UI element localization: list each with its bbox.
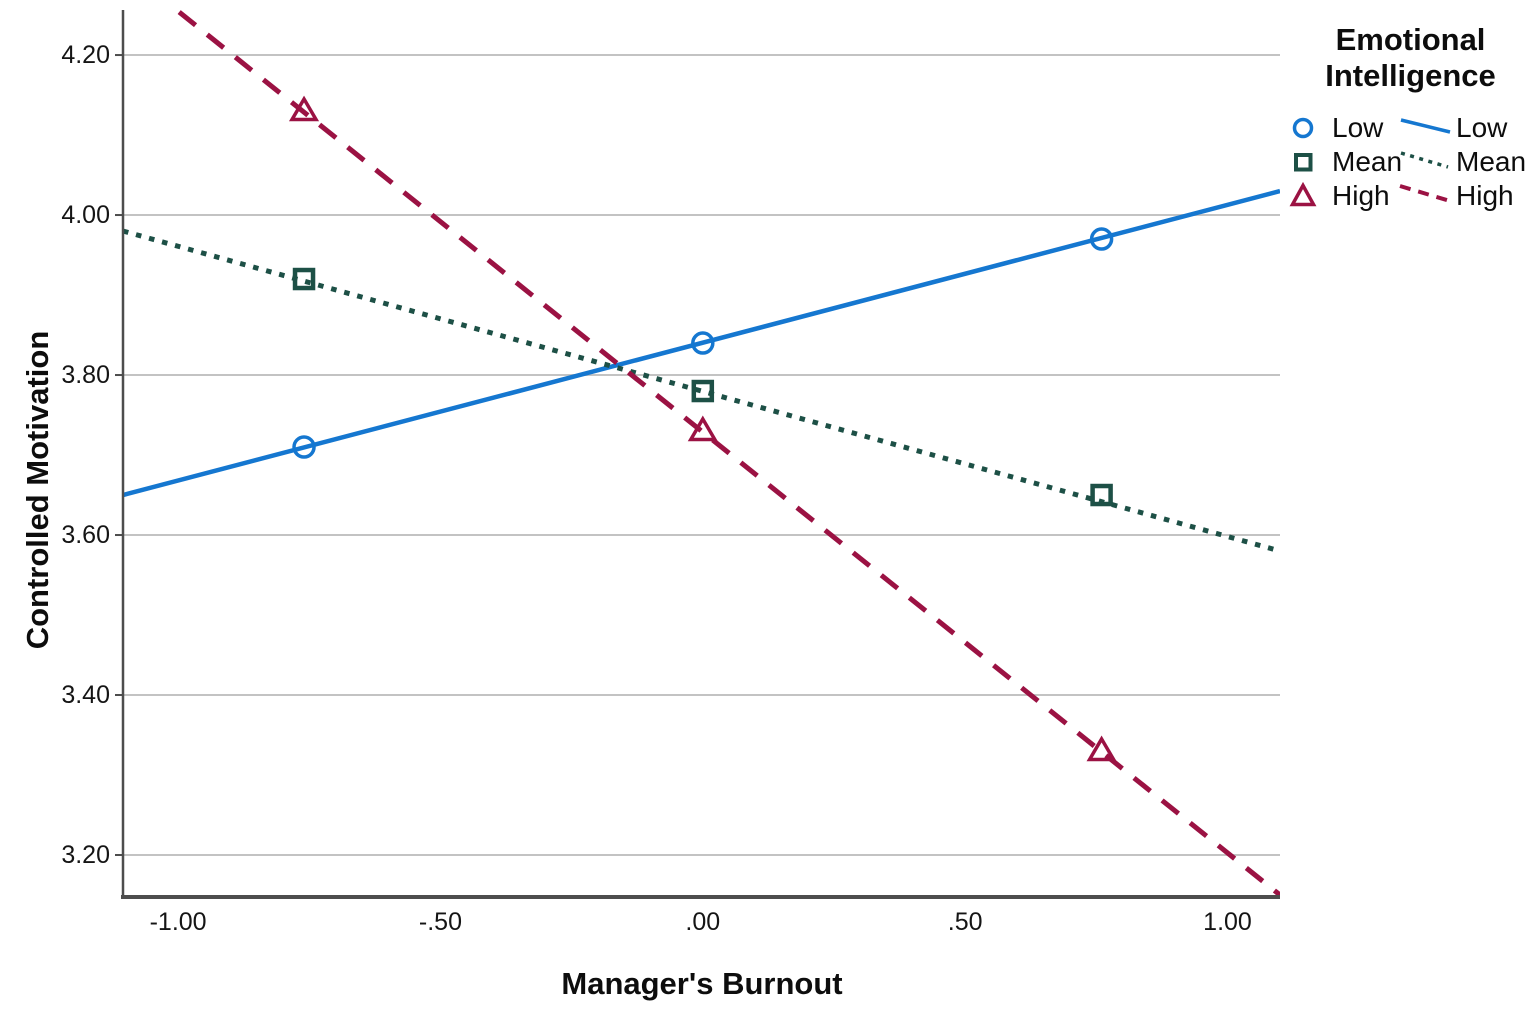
marker-high-triangle: [288, 95, 320, 122]
legend-item-low: Low Low: [1286, 110, 1535, 146]
legend: Emotional Intelligence Low Low Mean Mean: [1286, 20, 1535, 211]
legend-marker-label: Low: [1332, 112, 1384, 143]
x-axis-title: Manager's Burnout: [561, 966, 843, 1001]
legend-marker-label: Mean: [1332, 146, 1403, 177]
x-tick-label: 1.00: [1203, 908, 1252, 936]
trend-line-high: [172, 10, 1280, 897]
x-tick-label: -.50: [418, 908, 462, 936]
y-tick-label: 3.20: [61, 841, 110, 869]
marker-high-triangle: [687, 415, 718, 442]
y-tick-label: 3.40: [61, 681, 110, 709]
marker-mean-square: [691, 379, 715, 403]
legend-title-line1: Emotional: [1335, 22, 1486, 57]
x-tick-label: -1.00: [149, 908, 207, 936]
marker-low-circle: [691, 331, 715, 355]
x-tick-label: .00: [685, 908, 721, 936]
y-tick-label: 4.00: [61, 201, 110, 230]
legend-marker-label: High: [1332, 180, 1390, 211]
legend-line-label: Low: [1456, 112, 1508, 143]
marker-low-circle: [292, 435, 316, 459]
legend-title-line2: Intelligence: [1325, 58, 1496, 93]
marker-mean-square: [292, 267, 316, 291]
x-tick-label: .50: [947, 908, 983, 936]
legend-line-label: High: [1456, 180, 1514, 211]
triangle-marker-icon: [1289, 181, 1317, 207]
dashed-line-icon: [1399, 184, 1451, 203]
y-tick-label: 4.20: [61, 41, 110, 70]
marker-low-circle: [1089, 227, 1114, 251]
trend-line-mean: [123, 228, 1280, 554]
solid-line-icon: [1400, 118, 1451, 134]
legend-item-mean: Mean Mean: [1286, 144, 1535, 180]
legend-item-high: High High: [1286, 178, 1535, 214]
y-tick-label: 3.60: [61, 521, 110, 550]
legend-line-label: Mean: [1456, 146, 1527, 177]
dotted-line-icon: [1400, 151, 1449, 169]
marker-high-triangle: [1086, 735, 1117, 762]
legend-title: Emotional Intelligence: [1286, 22, 1535, 94]
y-tick-label: 3.80: [61, 361, 110, 390]
marker-mean-square: [1090, 483, 1113, 507]
circle-marker-icon: [1292, 117, 1314, 139]
square-marker-icon: [1294, 153, 1313, 172]
trend-line-low: [123, 188, 1280, 498]
